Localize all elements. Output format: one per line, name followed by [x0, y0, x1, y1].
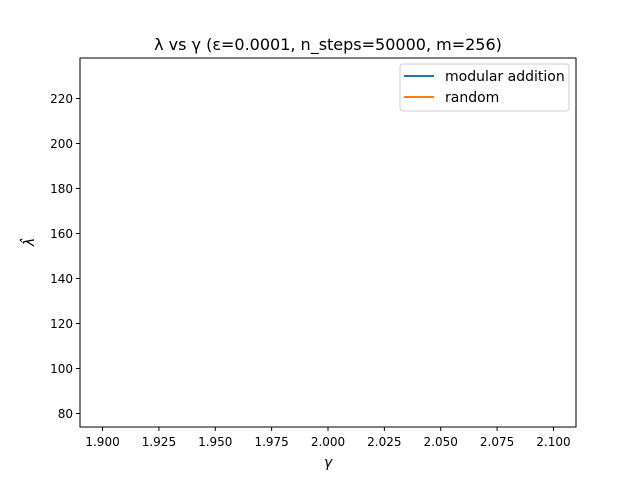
x-tick-label: 2.075 — [480, 435, 514, 449]
x-axis-ticks: 1.900 1.925 1.950 1.975 2.000 2.025 2.050 2.075… — [85, 427, 571, 449]
chart-title: λ vs γ (ε=0.0001, n_steps=50000, m=256) — [154, 35, 502, 55]
y-tick-label: 160 — [50, 227, 73, 241]
legend-box — [399, 63, 570, 112]
x-tick-label: 1.900 — [85, 435, 119, 449]
y-tick-label: 180 — [50, 182, 73, 196]
y-tick-label: 200 — [50, 137, 73, 151]
y-tick-label: 140 — [50, 272, 73, 286]
x-tick-label: 1.925 — [142, 435, 176, 449]
x-tick-label: 1.950 — [198, 435, 232, 449]
y-tick-label: 100 — [50, 362, 73, 376]
y-tick-label: 220 — [50, 92, 73, 106]
x-tick-label: 2.025 — [367, 435, 401, 449]
x-tick-label: 2.100 — [536, 435, 570, 449]
legend: modular addition random — [399, 63, 570, 112]
x-axis-label: γ — [324, 455, 333, 471]
legend-label-modular-addition: modular addition — [445, 69, 565, 85]
legend-label-random: random — [445, 90, 499, 106]
y-axis-label: λ̂ — [19, 238, 38, 247]
x-tick-label: 2.000 — [311, 435, 345, 449]
y-tick-label: 120 — [50, 317, 73, 331]
y-tick-label: 80 — [58, 407, 73, 421]
x-tick-label: 2.050 — [424, 435, 458, 449]
y-axis-ticks: 80 100 120 140 160 180 200 220 — [50, 92, 80, 421]
plot-area — [79, 57, 577, 428]
x-tick-label: 1.975 — [254, 435, 288, 449]
